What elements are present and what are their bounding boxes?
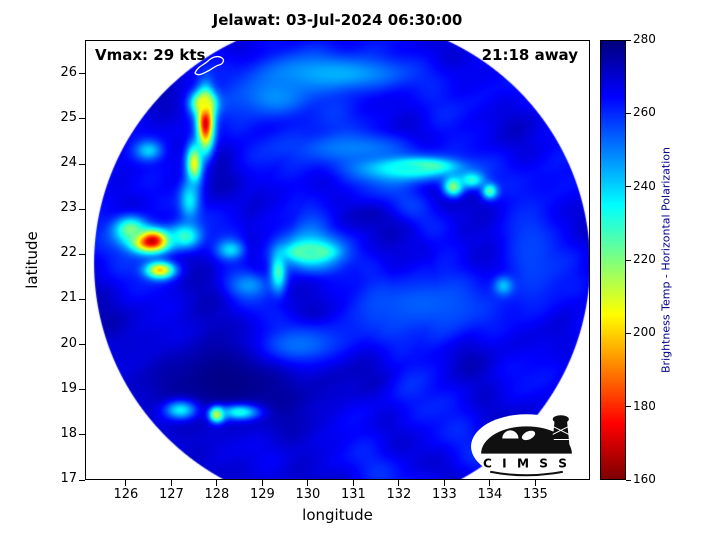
y-tick-mark: [79, 118, 85, 120]
y-tick-mark: [79, 73, 85, 75]
x-tick-label: 126: [113, 487, 139, 502]
x-tick-label: 131: [341, 487, 366, 502]
satellite-heatmap: [85, 40, 590, 480]
x-tick-label: 128: [204, 487, 230, 502]
colorbar-gradient: [601, 41, 625, 479]
logo-tower-tank: [552, 415, 569, 424]
x-tick-mark: [216, 480, 218, 486]
x-tick-label: 127: [159, 487, 184, 502]
colorbar: [600, 40, 626, 480]
logo-text: C I M S S: [483, 457, 570, 471]
y-tick-label: 24: [60, 155, 77, 171]
coastline-islet: [85, 124, 99, 133]
x-tick-label: 134: [477, 487, 503, 502]
colorbar-tick-mark: [626, 259, 631, 261]
x-tick-mark: [307, 480, 309, 486]
colorbar-tick-label: 240: [633, 178, 656, 193]
colorbar-label: Brightness Temp - Horizontal Polarizatio…: [659, 147, 673, 373]
coastline-island: [194, 55, 225, 76]
y-tick-label: 20: [60, 335, 77, 351]
colorbar-tick-label: 280: [633, 32, 656, 46]
x-tick-label: 133: [431, 487, 457, 502]
x-tick-mark: [443, 480, 445, 486]
x-tick-mark: [170, 480, 172, 486]
colorbar-tick-label: 160: [633, 472, 656, 486]
y-tick-label: 22: [60, 245, 77, 261]
cimss-logo: C I M S S: [471, 414, 582, 479]
x-tick-mark: [125, 480, 127, 486]
x-tick-mark: [352, 480, 354, 486]
colorbar-tick-mark: [626, 112, 631, 114]
y-tick-mark: [79, 163, 85, 165]
x-tick-mark: [489, 480, 491, 486]
y-tick-mark: [79, 344, 85, 346]
y-tick-label: 17: [60, 471, 77, 486]
y-tick-mark: [79, 298, 85, 300]
vmax-annotation: Vmax: 29 kts: [95, 46, 206, 64]
y-tick-mark: [79, 479, 85, 481]
x-tick-label: 132: [386, 487, 412, 502]
y-tick-label: 19: [60, 380, 77, 396]
x-tick-mark: [534, 480, 536, 486]
colorbar-tick-mark: [626, 332, 631, 334]
logo-tower-lattice: [552, 425, 570, 440]
y-tick-mark: [79, 253, 85, 255]
x-tick-label: 130: [295, 487, 321, 502]
logo-tower-icon: [551, 419, 570, 450]
logo-observatory-dome-icon: [502, 430, 519, 439]
y-tick-mark: [79, 208, 85, 210]
y-tick-label: 26: [60, 64, 77, 80]
logo-dish-icon: [521, 430, 536, 441]
time-away-annotation: 21:18 away: [481, 46, 578, 64]
colorbar-tick-label: 200: [633, 325, 656, 340]
plot-title: Jelawat: 03-Jul-2024 06:30:00: [212, 11, 463, 29]
colorbar-tick-label: 180: [633, 398, 656, 413]
colorbar-tick-mark: [626, 479, 631, 481]
y-tick-label: 18: [60, 425, 77, 441]
x-tick-mark: [261, 480, 263, 486]
colorbar-tick-mark: [626, 406, 631, 408]
colorbar-tick-mark: [626, 186, 631, 188]
y-tick-mark: [79, 434, 85, 436]
colorbar-tick-label: 220: [633, 252, 656, 266]
x-tick-label: 129: [250, 487, 275, 502]
logo-underline: [489, 470, 564, 477]
y-tick-mark: [79, 389, 85, 391]
coastline-overlay: [85, 55, 225, 133]
x-tick-mark: [398, 480, 400, 486]
y-tick-label: 23: [60, 200, 77, 216]
x-axis-label: longitude: [302, 506, 373, 524]
y-tick-label: 25: [60, 109, 77, 125]
colorbar-tick-mark: [626, 39, 631, 41]
plot-area: Vmax: 29 kts 21:18 away C I M S S: [85, 40, 590, 480]
colorbar-tick-label: 260: [633, 105, 656, 120]
x-tick-label: 135: [522, 487, 548, 502]
y-axis-label: latitude: [23, 231, 41, 289]
y-tick-label: 21: [60, 290, 77, 306]
